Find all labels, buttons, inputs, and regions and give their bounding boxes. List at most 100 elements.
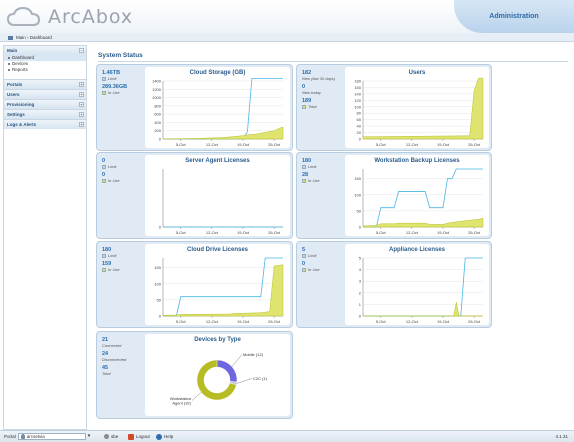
stat-label: In Use [102, 178, 145, 183]
cloud-storage-panel: 1.46TB Limit 289.36GB In Use Cloud Stora… [96, 64, 293, 151]
sidebar: Main − Dashboard Devices Reports Portals +… [3, 45, 87, 430]
stat-label: Limit [102, 253, 145, 258]
pie-slice-label: Workstation Agent (32) [170, 396, 192, 406]
y-tick-label: 1000 [152, 95, 162, 100]
x-tick-label: 5-Oct [376, 142, 387, 147]
y-tick-label: 100 [354, 104, 361, 109]
portal-dropdown[interactable]: arcsetvia [17, 433, 86, 440]
expand-icon[interactable]: + [79, 92, 84, 97]
sidebar-section-settings[interactable]: Settings + [4, 109, 86, 119]
cloud-icon [6, 6, 41, 26]
panel-stats: 1.46TB Limit 289.36GB In Use [97, 65, 145, 150]
limit-legend-swatch [102, 76, 106, 81]
stat-label-text: Total [308, 104, 317, 109]
chart-title: Users [408, 70, 426, 76]
expand-icon[interactable]: + [79, 122, 84, 127]
collapse-icon[interactable]: − [79, 48, 84, 53]
series-spike [453, 302, 460, 317]
series-area-in-use [162, 126, 284, 140]
stat-label-text: In Use [108, 267, 120, 272]
x-tick-label: 12-Oct [406, 142, 419, 147]
x-tick-label: 26-Oct [268, 319, 281, 324]
administration-tab[interactable]: Administration [454, 0, 574, 33]
chart-area: Cloud Storage (GB) 0 200 400 600 800 1000 1200… [145, 67, 290, 148]
stat-value: 0 [302, 261, 306, 267]
help-link[interactable]: Help [156, 431, 173, 442]
pie-leader-line [231, 354, 243, 367]
in-use-legend-swatch [302, 267, 306, 272]
stat-label: Limit [302, 164, 345, 169]
stat-value: 0 [102, 172, 106, 178]
chart-area: Appliance Licenses 0 1 2 3 4 5 5-Oct 12-Oct 19-O… [345, 244, 489, 325]
stat-value: 0 [302, 84, 306, 90]
current-user[interactable]: sbe [104, 431, 118, 442]
x-tick-label: 5-Oct [376, 319, 387, 324]
sidebar-section-logs[interactable]: Logs & Alerts + [4, 119, 86, 129]
y-tick-label: 0 [359, 137, 362, 142]
limit-legend-swatch [302, 253, 306, 258]
portal-selector: Portal arcsetvia ▾ [4, 431, 90, 442]
y-tick-label: 50 [357, 208, 362, 213]
sidebar-section-main[interactable]: Main − [4, 45, 86, 55]
expand-icon[interactable]: + [79, 82, 84, 87]
title-divider [98, 61, 568, 62]
devices-by-type-panel: 21 Connected 24 Disconnected 45 Total De… [96, 331, 293, 419]
in-use-legend-swatch [102, 178, 106, 183]
logout-link[interactable]: Logout [128, 431, 150, 442]
stat-label: Limit [302, 253, 345, 258]
y-tick-label: 5 [359, 256, 362, 261]
logout-icon [128, 433, 134, 440]
chart-area: Users 0 20 40 60 80 100 120 140 160 180 5-Oct 12-Oc… [345, 67, 489, 148]
chart-area: Cloud Drive Licenses 0 50 100 150 5-Oct 12-Oc… [145, 244, 290, 325]
home-icon[interactable] [8, 35, 13, 40]
x-tick-label: 19-Oct [437, 230, 450, 235]
sidebar-section-users[interactable]: Users + [4, 89, 86, 99]
sidebar-section-portals[interactable]: Portals + [4, 79, 86, 89]
x-tick-label: 26-Oct [268, 142, 281, 147]
series-line-limit [163, 78, 283, 140]
panel-stats: 21 Connected 24 Disconnected 45 Total [97, 332, 145, 418]
pie-slice-2 [196, 359, 237, 401]
stat-label: Limit [102, 164, 145, 169]
stat-label: Limit [102, 76, 145, 81]
limit-legend-swatch [102, 253, 106, 258]
server-agent-chart: 0 5-Oct 12-Oct 19-Oct 26-Oct [159, 169, 283, 235]
x-tick-label: 19-Oct [237, 230, 250, 235]
brand-name: ArcAbox [48, 6, 134, 28]
page-title: System Status [98, 52, 143, 59]
x-tick-label: 12-Oct [206, 230, 219, 235]
chart-area: Workstation Backup Licenses 0 50 100 150 5-O… [345, 155, 489, 236]
y-tick-label: 1400 [152, 79, 162, 84]
expand-icon[interactable]: + [79, 112, 84, 117]
logout-label: Logout [136, 434, 150, 439]
x-tick-label: 12-Oct [206, 142, 219, 147]
y-tick-label: 0 [359, 314, 362, 319]
stat-label: New today [302, 90, 321, 95]
x-tick-label: 19-Oct [237, 319, 250, 324]
sidebar-item-dashboard[interactable]: Dashboard [4, 55, 86, 61]
y-tick-label: 150 [354, 176, 361, 181]
x-tick-label: 26-Oct [268, 230, 281, 235]
x-tick-label: 12-Oct [406, 230, 419, 235]
y-tick-label: 150 [154, 265, 161, 270]
sidebar-item-reports[interactable]: Reports [4, 67, 86, 73]
portal-label: Portal [4, 434, 16, 439]
sidebar-section-provisioning[interactable]: Provisioning + [4, 99, 86, 109]
breadcrumb-text[interactable]: Main › Dashboard [16, 35, 52, 40]
x-tick-label: 26-Oct [468, 142, 481, 147]
stat-label: In Use [302, 267, 345, 272]
x-tick-label: 5-Oct [176, 142, 187, 147]
x-tick-label: 5-Oct [176, 319, 187, 324]
series-line-limit [363, 257, 483, 317]
stat-label-text: In Use [108, 90, 120, 95]
chevron-down-icon[interactable]: ▾ [87, 433, 91, 439]
help-label: Help [164, 434, 174, 439]
chart-title: Workstation Backup Licenses [374, 158, 460, 164]
stat-label-text: Limit [308, 164, 317, 169]
appliance-chart: 0 1 2 3 4 5 5-Oct 12-Oct 19-Oct 26-Oct [359, 256, 483, 324]
y-tick-label: 1200 [152, 87, 162, 92]
sidebar-item-devices[interactable]: Devices [4, 61, 86, 67]
brand-logo[interactable]: ArcAbox [6, 5, 133, 29]
expand-icon[interactable]: + [79, 102, 84, 107]
chart-title: Cloud Storage (GB) [189, 70, 246, 76]
